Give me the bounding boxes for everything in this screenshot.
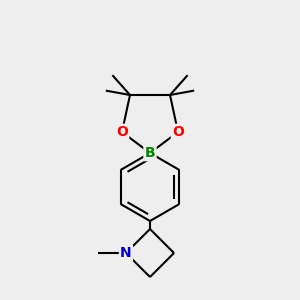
Text: O: O: [116, 125, 128, 139]
Text: O: O: [172, 125, 184, 139]
Text: N: N: [120, 246, 132, 260]
Text: B: B: [145, 146, 155, 160]
